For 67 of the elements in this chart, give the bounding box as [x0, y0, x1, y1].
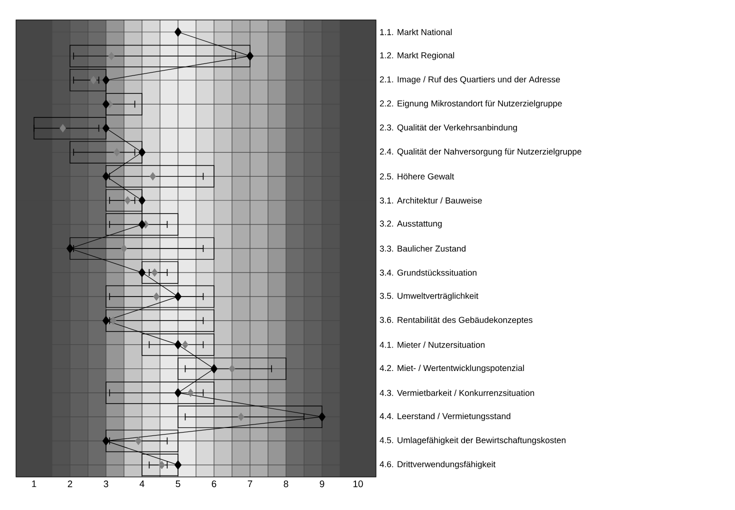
y-tick-label: 4.4. Leerstand / Vermietungsstand	[380, 412, 510, 421]
y-tick-label: 4.5. Umlagefähigkeit der Bewirtschaftungskosten	[380, 436, 566, 445]
point	[135, 436, 142, 446]
point	[66, 244, 74, 254]
point	[187, 388, 194, 397]
point	[158, 460, 165, 470]
x-tick-label: 3	[104, 480, 108, 488]
point	[138, 268, 146, 278]
point	[174, 460, 182, 470]
point	[174, 292, 182, 302]
x-tick-label: 1	[32, 480, 36, 488]
point	[90, 76, 97, 84]
y-tick-label: 3.3. Baulicher Zustand	[380, 245, 466, 252]
x-tick-label: 9	[320, 480, 324, 488]
y-tick-label: 3.4. Grundstückssituation	[380, 269, 476, 276]
y-tick-label: 2.5. Höhere Gewalt	[380, 173, 454, 180]
point	[210, 364, 218, 374]
y-tick-label: 1.2. Markt Regional	[380, 52, 454, 60]
y-tick-label: 1.1. Markt National	[380, 28, 452, 36]
x-tick-label: 6	[212, 480, 216, 488]
x-tick-label: 7	[248, 480, 252, 488]
x-tick-label: 2	[68, 480, 72, 488]
point	[124, 196, 131, 205]
point	[138, 148, 146, 157]
y-tick-label: 2.3. Qualität der Verkehrsanbindung	[380, 124, 517, 132]
y-tick-label: 3.5. Umweltverträglichkeit	[380, 292, 478, 301]
y-tick-label: 2.1. Image / Ruf des Quartiers und der Adresse	[380, 76, 560, 84]
point	[151, 268, 158, 277]
point	[102, 172, 110, 181]
y-tick-label: 4.3. Vermietbarkeit / Konkurrenzsituation	[380, 390, 534, 396]
point	[318, 412, 326, 422]
y-tick-label: 2.4. Qualität der Nahversorgung für Nutzerzielgruppe	[380, 148, 582, 156]
y-tick-label: 2.2. Eignung Mikrostandort für Nutzerzielgruppe	[380, 100, 562, 108]
point	[138, 196, 146, 205]
point	[174, 340, 182, 350]
x-tick-label: 5	[176, 480, 180, 488]
bar	[106, 213, 178, 236]
point	[102, 436, 110, 446]
bar	[142, 261, 178, 284]
point	[228, 364, 236, 373]
point	[60, 124, 66, 132]
x-tick-label: 10	[353, 480, 363, 488]
point	[238, 412, 244, 422]
y-tick-label: 4.6. Drittverwendungsfähigkeit	[380, 460, 496, 469]
y-tick-label: 3.1. Architektur / Bauweise	[380, 197, 482, 204]
point	[120, 244, 128, 253]
point	[102, 76, 110, 85]
point	[138, 220, 146, 230]
point	[110, 316, 116, 325]
y-tick-label: 3.6. Rentabilität des Gebäudekonzeptes	[380, 316, 532, 325]
x-tick-label: 8	[284, 480, 288, 488]
y-tick-label: 4.2. Miet- / Wertentwicklungspotenzial	[380, 364, 524, 373]
point	[102, 124, 110, 133]
point	[102, 316, 110, 326]
point	[246, 51, 254, 61]
point	[182, 340, 188, 349]
x-tick-label: 4	[140, 480, 144, 488]
point	[174, 27, 182, 37]
point	[150, 172, 156, 181]
point	[174, 388, 182, 398]
point	[114, 148, 120, 156]
y-tick-label: 4.1. Mieter / Nutzersituation	[380, 342, 485, 348]
bar	[106, 92, 142, 116]
point	[153, 292, 160, 301]
point	[108, 52, 115, 60]
point	[102, 100, 110, 109]
y-tick-label: 3.2. Ausstattung	[380, 220, 442, 228]
